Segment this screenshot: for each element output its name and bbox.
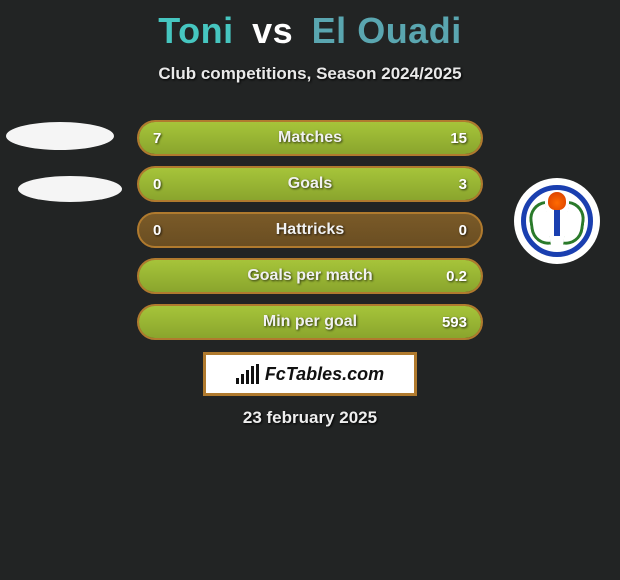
- stat-label: Min per goal: [263, 313, 357, 331]
- bars-icon: [236, 364, 259, 384]
- player1-logo-placeholder-2: [18, 176, 122, 202]
- stat-row: Min per goal 593: [137, 304, 483, 340]
- stat-label: Goals: [288, 175, 332, 193]
- wreath-icon: [527, 201, 551, 247]
- stat-value-right: 0.2: [446, 268, 467, 285]
- stat-row: 7 Matches 15: [137, 120, 483, 156]
- stat-label: Hattricks: [276, 221, 344, 239]
- player2-name: El Ouadi: [312, 10, 462, 51]
- stat-label: Goals per match: [247, 267, 372, 285]
- stat-value-right: 3: [459, 176, 467, 193]
- stat-value-right: 0: [459, 222, 467, 239]
- brand-box[interactable]: FcTables.com: [203, 352, 417, 396]
- stat-row: Goals per match 0.2: [137, 258, 483, 294]
- stat-row: 0 Goals 3: [137, 166, 483, 202]
- stat-value-left: 0: [153, 176, 161, 193]
- stat-value-left: 0: [153, 222, 161, 239]
- vs-text: vs: [252, 10, 293, 51]
- update-date: 23 february 2025: [0, 408, 620, 428]
- comparison-title: Toni vs El Ouadi: [0, 0, 620, 52]
- torch-icon: [554, 206, 560, 236]
- badge-ring: [521, 185, 593, 257]
- stat-value-right: 15: [450, 130, 467, 147]
- player1-logo-placeholder: [6, 122, 114, 150]
- stat-label: Matches: [278, 129, 342, 147]
- stat-value-left: 7: [153, 130, 161, 147]
- stat-row: 0 Hattricks 0: [137, 212, 483, 248]
- brand-text: FcTables.com: [265, 364, 384, 385]
- subtitle: Club competitions, Season 2024/2025: [0, 64, 620, 84]
- stat-value-right: 593: [442, 314, 467, 331]
- stats-container: 7 Matches 15 0 Goals 3 0 Hattricks 0 Goals per ma…: [137, 120, 483, 350]
- player1-name: Toni: [158, 10, 233, 51]
- wreath-icon: [563, 201, 587, 247]
- player2-club-badge: [514, 178, 600, 264]
